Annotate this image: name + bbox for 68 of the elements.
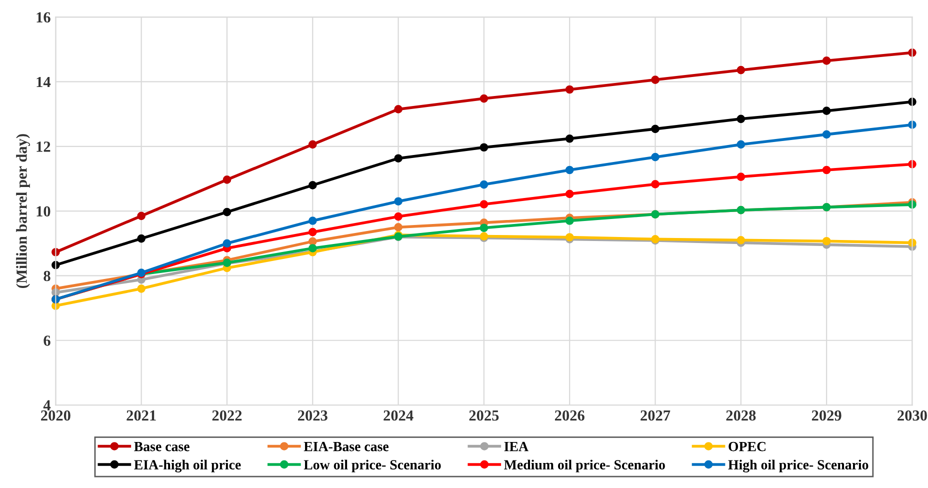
point bbox=[308, 216, 317, 225]
point bbox=[736, 140, 746, 149]
y-tick-label: 6 bbox=[44, 336, 50, 346]
x-tick-label: 2021 bbox=[126, 410, 156, 421]
point bbox=[565, 166, 574, 174]
y-tick-label: 12 bbox=[36, 142, 50, 152]
point bbox=[651, 152, 660, 162]
point bbox=[137, 284, 146, 293]
point bbox=[394, 212, 402, 221]
y-tick-label: 14 bbox=[36, 76, 51, 88]
point bbox=[137, 212, 146, 220]
legend-label: OPEC bbox=[728, 442, 766, 452]
point bbox=[736, 172, 746, 181]
x-tick-label: 2029 bbox=[812, 410, 842, 421]
x-tick-label: 2024 bbox=[384, 410, 414, 421]
point bbox=[651, 180, 660, 188]
point bbox=[822, 166, 831, 174]
point bbox=[480, 224, 488, 232]
y-axis-title: (Million barrel per day) bbox=[16, 134, 30, 288]
point bbox=[222, 208, 232, 216]
point bbox=[736, 114, 746, 124]
x-tick-label: 2027 bbox=[640, 410, 670, 421]
x-tick-label: 2020 bbox=[41, 410, 70, 421]
x-tick-label: 2025 bbox=[469, 410, 499, 421]
point bbox=[651, 124, 660, 134]
legend-label: EIA-Base case bbox=[304, 442, 389, 452]
legend-label: High oil price- Scenario bbox=[728, 460, 868, 472]
point bbox=[822, 56, 831, 65]
x-tick-label: 2030 bbox=[898, 410, 927, 421]
point bbox=[222, 239, 232, 248]
legend-label: Base case bbox=[134, 442, 190, 452]
point bbox=[222, 176, 232, 184]
point bbox=[822, 236, 831, 246]
point bbox=[480, 94, 488, 103]
point bbox=[308, 237, 317, 246]
point bbox=[308, 244, 317, 252]
y-tick-label: 4 bbox=[43, 400, 51, 410]
x-tick-label: 2028 bbox=[726, 410, 756, 421]
legend-label: Low oil price- Scenario bbox=[304, 460, 441, 472]
point bbox=[394, 154, 402, 163]
point bbox=[394, 105, 402, 114]
legend-label: IEA bbox=[504, 442, 528, 452]
point bbox=[565, 190, 574, 198]
point bbox=[394, 223, 402, 232]
y-tick-label: 8 bbox=[44, 270, 50, 282]
x-tick-label: 2026 bbox=[554, 410, 584, 421]
point bbox=[736, 236, 746, 244]
point bbox=[394, 197, 402, 206]
point bbox=[822, 130, 831, 139]
point bbox=[651, 76, 660, 84]
point bbox=[565, 134, 574, 143]
point bbox=[137, 234, 146, 243]
y-tick-label: 10 bbox=[36, 206, 50, 217]
x-tick-label: 2023 bbox=[298, 410, 328, 421]
point bbox=[822, 106, 831, 116]
point bbox=[308, 228, 317, 236]
point bbox=[480, 200, 488, 208]
legend-label: EIA-high oil price bbox=[134, 460, 241, 472]
point bbox=[565, 216, 574, 225]
point bbox=[480, 143, 488, 152]
y-tick-label: 16 bbox=[36, 12, 50, 23]
point bbox=[736, 66, 746, 74]
point bbox=[308, 181, 317, 190]
point bbox=[308, 140, 317, 149]
x-tick-label: 2022 bbox=[212, 410, 242, 421]
legend-label: Medium oil price- Scenario bbox=[504, 460, 665, 472]
point bbox=[565, 85, 574, 94]
point bbox=[480, 180, 488, 189]
